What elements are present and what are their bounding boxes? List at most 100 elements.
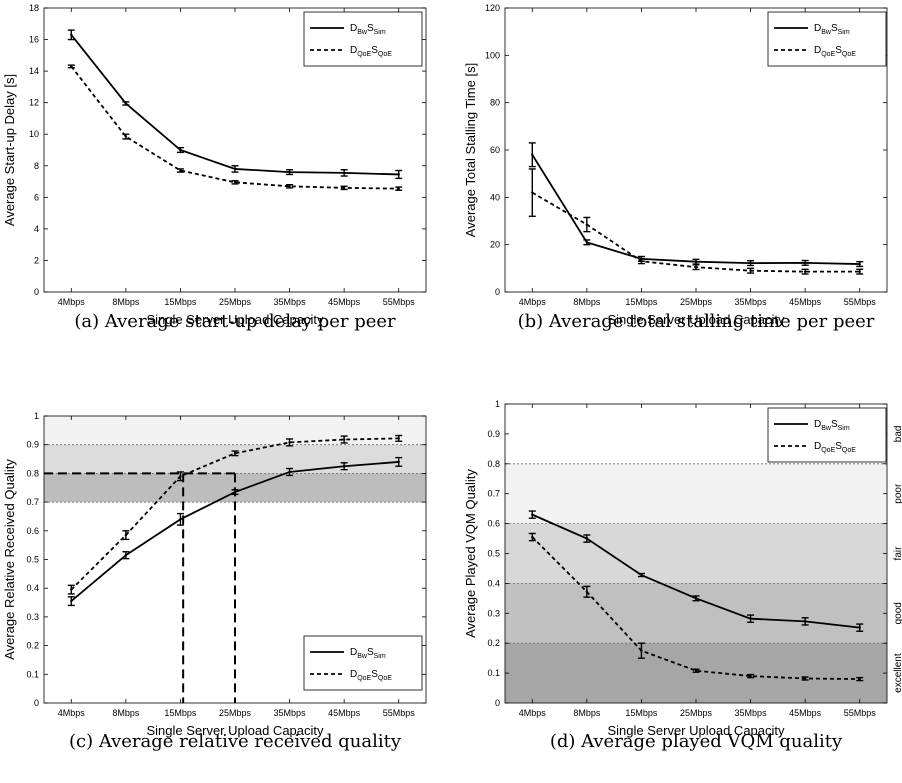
data-point <box>397 437 400 440</box>
legend: DBw S Sim DQoESQoE <box>767 407 887 463</box>
legend-symbol: D <box>814 23 821 34</box>
legend-symbol: D <box>350 669 357 680</box>
data-point <box>70 65 73 68</box>
x-tick-label: 35Mbps <box>274 297 307 307</box>
data-point <box>342 438 346 441</box>
legend-symbol: S <box>835 441 842 452</box>
legend-entry: DQoESQoE <box>814 45 856 58</box>
y-tick-label: 4 <box>34 224 39 234</box>
legend-symbol: D <box>814 419 821 430</box>
quality-band-label: good <box>893 602 902 624</box>
y-tick-label: 0.1 <box>26 669 39 679</box>
legend-symbol: D <box>350 45 357 56</box>
y-tick-label: 0.6 <box>26 526 39 536</box>
legend-symbol: S <box>831 23 838 34</box>
data-point <box>585 537 589 540</box>
x-tick-label: 35Mbps <box>735 297 768 307</box>
data-point <box>531 191 534 194</box>
legend-symbol: D <box>814 45 821 56</box>
x-tick-label: 4Mbps <box>519 708 547 718</box>
data-point <box>749 617 752 620</box>
data-point <box>233 167 237 171</box>
legend-symbol: S <box>835 45 842 56</box>
x-tick-label: 8Mbps <box>112 297 140 307</box>
data-point <box>858 626 861 629</box>
data-point <box>124 553 128 557</box>
y-axis-label: Average Relative Received Quality <box>2 459 17 660</box>
y-axis-label: Average Played VQM Quality <box>463 469 478 638</box>
data-point <box>803 270 807 273</box>
x-tick-label: 35Mbps <box>735 708 768 718</box>
legend-subscript: Sim <box>838 425 850 432</box>
legend-subscript: QoE <box>357 51 371 58</box>
y-tick-label: 0.3 <box>487 608 500 618</box>
quality-band-label: poor <box>893 483 902 504</box>
y-tick-label: 0.2 <box>487 638 500 648</box>
y-tick-label: 0.7 <box>487 489 500 499</box>
x-tick-label: 15Mbps <box>164 708 197 718</box>
data-point <box>70 33 73 37</box>
legend-entry: DQoESQoE <box>814 441 856 454</box>
quality-band <box>44 444 426 474</box>
data-point <box>288 170 291 174</box>
data-point <box>70 599 73 603</box>
y-tick-label: 0 <box>34 287 39 297</box>
data-point <box>749 674 752 678</box>
y-tick-label: 0.9 <box>487 429 500 439</box>
y-tick-label: 6 <box>34 192 39 202</box>
y-tick-label: 0.4 <box>26 583 39 593</box>
data-point <box>233 452 237 455</box>
data-point <box>233 181 237 184</box>
data-point <box>342 186 346 190</box>
x-tick-label: 8Mbps <box>573 297 601 307</box>
y-axis-label: Average Start-up Delay [s] <box>2 74 17 226</box>
y-tick-label: 0.7 <box>26 497 39 507</box>
y-tick-label: 20 <box>490 240 500 250</box>
data-point <box>179 475 182 478</box>
legend-subscript: Bw <box>357 29 368 36</box>
y-axis-label: Average Total Stalling Time [s] <box>463 63 478 237</box>
y-tick-label: 0.2 <box>26 641 39 651</box>
legend-subscript: QoE <box>821 447 835 454</box>
data-point <box>585 241 589 244</box>
data-point <box>858 262 861 266</box>
legend-symbol: D <box>350 23 357 34</box>
data-point <box>397 460 400 464</box>
x-tick-label: 35Mbps <box>274 708 307 718</box>
y-tick-label: 18 <box>29 3 39 13</box>
legend-entry: DQoESQoE <box>350 45 392 58</box>
data-point <box>803 620 807 623</box>
legend-entry: DQoESQoE <box>350 669 392 682</box>
y-tick-label: 10 <box>29 129 39 139</box>
legend-subscript: Bw <box>821 425 832 432</box>
x-tick-label: 55Mbps <box>844 708 877 718</box>
y-tick-label: 12 <box>29 98 39 108</box>
x-tick-label: 45Mbps <box>328 297 361 307</box>
data-point <box>694 669 698 672</box>
x-axis-label: Single Server Upload Capacity <box>146 723 324 738</box>
data-point <box>288 470 291 474</box>
data-point <box>585 223 589 226</box>
y-tick-label: 2 <box>34 255 39 265</box>
y-tick-label: 0.5 <box>26 555 39 565</box>
panel-caption: (b) Average total stalling time per peer <box>518 311 875 332</box>
y-tick-label: 1 <box>34 411 39 421</box>
y-tick-label: 100 <box>485 50 500 60</box>
y-tick-label: 0.8 <box>26 468 39 478</box>
data-point <box>531 513 534 516</box>
data-point <box>342 171 346 175</box>
data-point <box>585 590 589 593</box>
y-tick-label: 80 <box>490 98 500 108</box>
legend-symbol: S <box>371 669 378 680</box>
data-point <box>233 490 237 494</box>
x-tick-label: 4Mbps <box>58 297 86 307</box>
legend-subscript: QoE <box>821 51 835 58</box>
x-tick-label: 15Mbps <box>625 297 658 307</box>
y-tick-label: 120 <box>485 3 500 13</box>
y-tick-label: 0.6 <box>487 519 500 529</box>
data-point <box>288 441 291 444</box>
quality-band-label: bad <box>893 426 902 443</box>
x-tick-label: 15Mbps <box>625 708 658 718</box>
